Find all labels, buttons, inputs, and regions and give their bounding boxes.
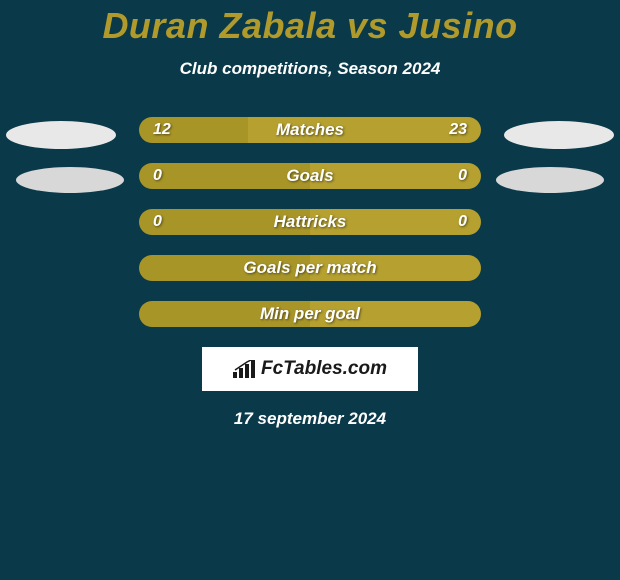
stat-row-matches: 12 Matches 23 (139, 117, 481, 143)
logo-box: FcTables.com (202, 347, 418, 391)
bar-right (310, 163, 481, 189)
player-avatar-right-1 (504, 121, 614, 149)
stat-row-min-per-goal: Min per goal (139, 301, 481, 327)
stat-label: Matches (276, 120, 344, 140)
stat-row-hattricks: 0 Hattricks 0 (139, 209, 481, 235)
stat-value-right: 0 (458, 167, 467, 185)
player-avatar-left-1 (6, 121, 116, 149)
date-text: 17 september 2024 (0, 409, 620, 429)
stats-area: 12 Matches 23 0 Goals 0 0 Hattricks 0 (0, 117, 620, 429)
logo-label: FcTables.com (261, 358, 387, 380)
stat-value-left: 0 (153, 213, 162, 231)
bar-left (139, 163, 310, 189)
stat-label: Goals (286, 166, 333, 186)
stat-value-left: 12 (153, 121, 171, 139)
stat-label: Hattricks (274, 212, 347, 232)
player-avatar-left-2 (16, 167, 124, 193)
logo: FcTables.com (233, 358, 387, 380)
stat-label: Goals per match (243, 258, 376, 278)
stat-value-left: 0 (153, 167, 162, 185)
player-avatar-right-2 (496, 167, 604, 193)
subtitle: Club competitions, Season 2024 (0, 59, 620, 79)
chart-icon (233, 360, 257, 378)
stat-label: Min per goal (260, 304, 360, 324)
stat-value-right: 23 (449, 121, 467, 139)
stat-row-goals-per-match: Goals per match (139, 255, 481, 281)
stat-value-right: 0 (458, 213, 467, 231)
bars-container: 12 Matches 23 0 Goals 0 0 Hattricks 0 (139, 117, 481, 327)
stat-row-goals: 0 Goals 0 (139, 163, 481, 189)
page-title: Duran Zabala vs Jusino (0, 5, 620, 47)
main-container: Duran Zabala vs Jusino Club competitions… (0, 0, 620, 429)
